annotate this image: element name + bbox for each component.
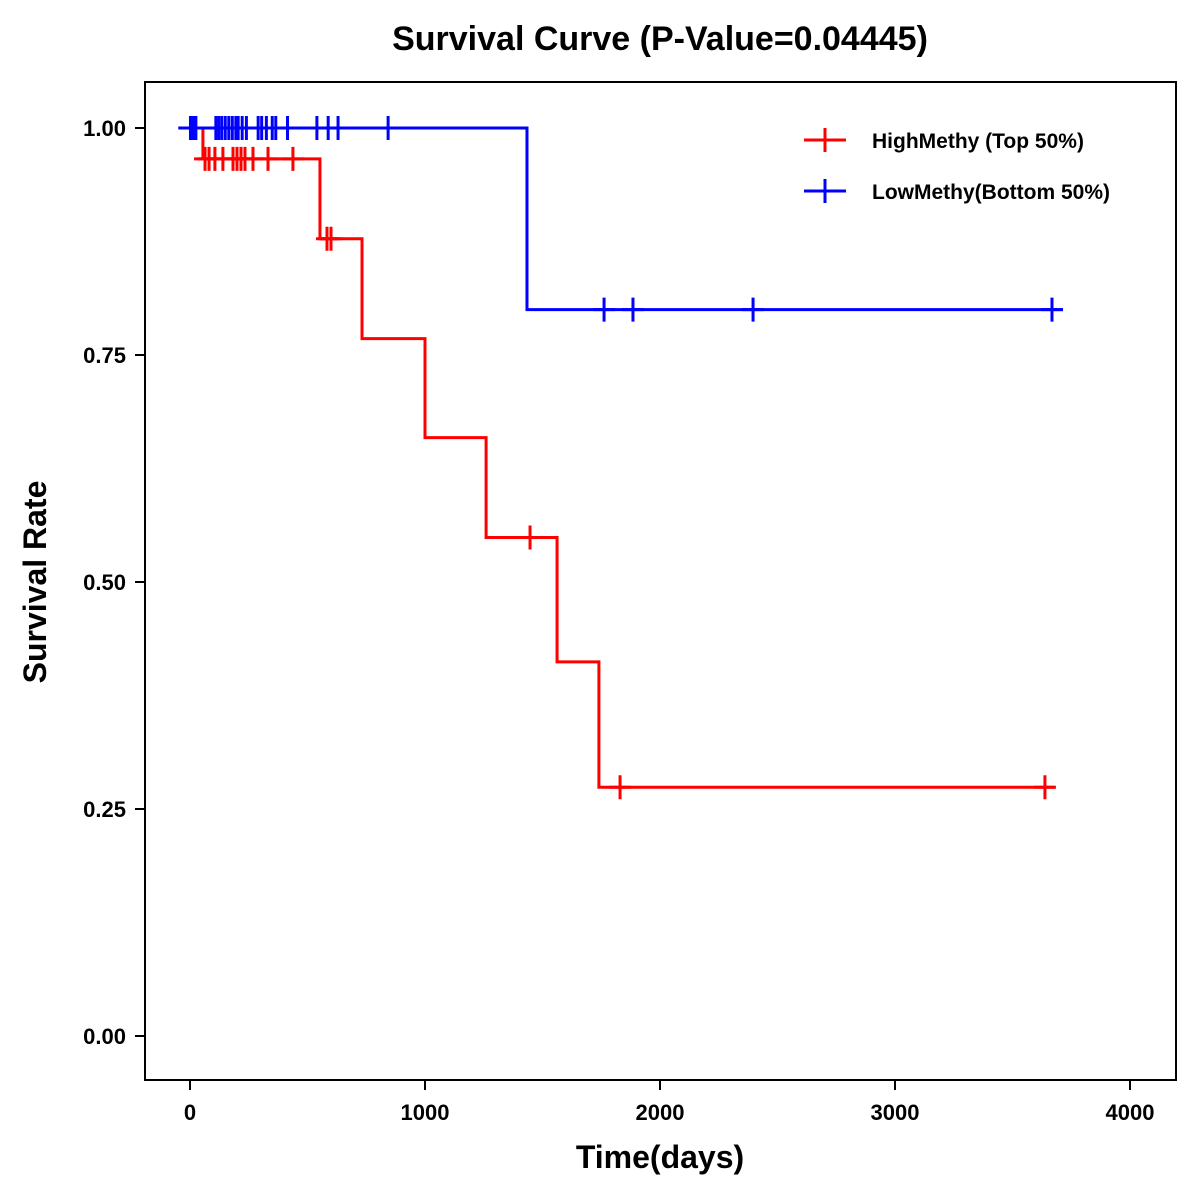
x-tick-label: 0: [184, 1100, 196, 1125]
y-tick-label: 0.00: [83, 1024, 126, 1049]
high-methy-censor-mark: [519, 525, 542, 550]
high-methy-censor-mark: [320, 226, 342, 251]
low-methy-censor-mark: [377, 116, 400, 140]
low-methy-curve: [178, 126, 1064, 312]
high-methy-censor-mark: [1033, 775, 1056, 800]
legend-label: LowMethy(Bottom 50%): [872, 181, 1110, 204]
x-tick-label: 4000: [1106, 1100, 1155, 1125]
y-axis-label: Survival Rate: [17, 481, 53, 684]
legend-key-high: [804, 128, 846, 152]
y-tick-label: 0.75: [83, 343, 126, 368]
x-tick-label: 2000: [636, 1100, 685, 1125]
low-methy-censor-mark: [742, 297, 765, 322]
low-methy-censor-mark: [621, 297, 644, 322]
x-axis-label: Time(days): [576, 1139, 744, 1175]
high-methy-curve: [180, 126, 1055, 789]
low-methy-censor-mark: [1040, 297, 1063, 322]
y-tick-label: 1.00: [83, 116, 126, 141]
low-methy-censor-mark: [276, 116, 299, 140]
y-tick-label: 0.50: [83, 570, 126, 595]
high-methy-censor-mark: [257, 146, 280, 171]
legend-label: HighMethy (Top 50%): [872, 130, 1084, 153]
plot-frame: [144, 81, 1177, 1081]
chart-title: Survival Curve (P-Value=0.04445): [392, 20, 928, 58]
high-methy-censor-mark: [609, 775, 632, 800]
low-methy-censor-mark: [593, 297, 616, 322]
low-methy-censor-mark: [184, 116, 207, 140]
legend: HighMethy (Top 50%) LowMethy(Bottom 50%): [804, 128, 1110, 204]
low-methy-censor-mark: [327, 116, 350, 140]
legend-key-low: [804, 179, 846, 203]
x-tick-label: 1000: [401, 1100, 450, 1125]
x-tick-label: 3000: [871, 1100, 920, 1125]
y-tick-label: 0.25: [83, 797, 126, 822]
high-methy-censor-mark: [281, 146, 304, 171]
